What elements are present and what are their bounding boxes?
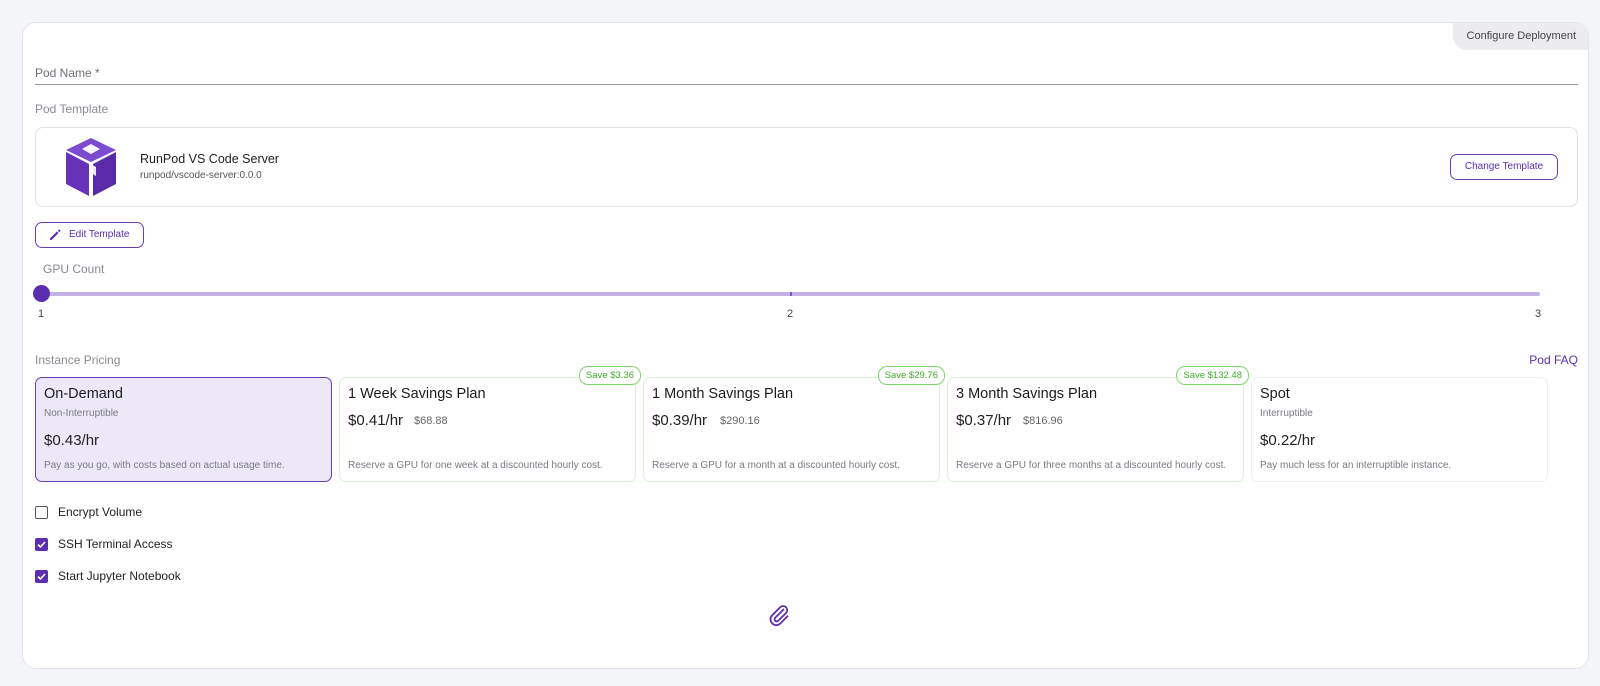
- jupyter-notebook-label: Start Jupyter Notebook: [58, 569, 181, 583]
- edit-template-label: Edit Template: [69, 229, 130, 240]
- plan-price: $0.41/hr: [348, 412, 404, 429]
- plan-total: $290.16: [720, 415, 760, 427]
- pod-template-label: Pod Template: [35, 102, 109, 116]
- encrypt-volume-checkbox[interactable]: [35, 506, 48, 519]
- plan-title: On-Demand: [44, 386, 123, 402]
- encrypt-volume-label: Encrypt Volume: [58, 505, 143, 519]
- ssh-terminal-checkbox[interactable]: [35, 538, 48, 551]
- check-icon: [37, 541, 46, 549]
- template-image: runpod/vscode-server:0.0.0: [140, 170, 262, 181]
- plan-title: Spot: [1260, 386, 1290, 402]
- ssh-terminal-label: SSH Terminal Access: [58, 537, 173, 551]
- plan-description: Pay as you go, with costs based on actua…: [44, 460, 285, 471]
- plan-price: $0.37/hr: [956, 412, 1012, 429]
- save-badge: Save $29.76: [877, 366, 945, 385]
- plan-subtitle: Interruptible: [1260, 408, 1313, 419]
- slider-tick-2: 2: [787, 308, 794, 320]
- deploy-card: Configure Deployment Pod Name * Pod Temp…: [22, 22, 1589, 669]
- instance-pricing-label: Instance Pricing: [35, 353, 121, 367]
- gpu-count-label: GPU Count: [43, 262, 105, 276]
- plan-spot[interactable]: Spot Interruptible $0.22/hr Pay much les…: [1251, 377, 1548, 482]
- check-icon: [37, 573, 46, 581]
- slider-tick-1: 1: [38, 308, 45, 320]
- change-template-button[interactable]: Change Template: [1450, 154, 1558, 180]
- plan-description: Reserve a GPU for three months at a disc…: [956, 460, 1227, 471]
- pencil-icon: [50, 229, 61, 240]
- jupyter-notebook-checkbox[interactable]: [35, 570, 48, 583]
- plan-on-demand[interactable]: On-Demand Non-Interruptible $0.43/hr Pay…: [35, 377, 332, 482]
- plan-price: $0.39/hr: [652, 412, 708, 429]
- configure-deployment-tab[interactable]: Configure Deployment: [1452, 23, 1588, 50]
- plan-title: 1 Week Savings Plan: [348, 386, 486, 402]
- plan-total: $816.96: [1023, 415, 1063, 427]
- plan-subtitle: Non-Interruptible: [44, 408, 119, 419]
- paperclip-icon[interactable]: [767, 603, 791, 627]
- plan-price: $0.43/hr: [44, 432, 100, 449]
- slider-step-mark: [790, 292, 792, 296]
- plan-description: Pay much less for an interruptible insta…: [1260, 460, 1452, 471]
- save-badge: Save $3.36: [578, 366, 641, 385]
- cube-icon: [66, 138, 116, 196]
- plan-description: Reserve a GPU for one week at a discount…: [348, 460, 603, 471]
- plan-total: $68.88: [414, 415, 448, 427]
- plan-1-week[interactable]: Save $3.36 1 Week Savings Plan $0.41/hr …: [339, 366, 641, 482]
- pod-faq-link[interactable]: Pod FAQ: [1529, 353, 1578, 367]
- plan-1-month[interactable]: Save $29.76 1 Month Savings Plan $0.39/h…: [643, 366, 945, 482]
- plan-title: 3 Month Savings Plan: [956, 386, 1098, 402]
- edit-template-button[interactable]: Edit Template: [35, 222, 144, 248]
- plan-3-month[interactable]: Save $132.48 3 Month Savings Plan $0.37/…: [947, 366, 1249, 482]
- plan-title: 1 Month Savings Plan: [652, 386, 794, 402]
- pod-name-label: Pod Name *: [35, 66, 100, 80]
- pod-name-input[interactable]: [35, 84, 1578, 85]
- gpu-count-slider-thumb[interactable]: [33, 285, 50, 302]
- slider-tick-3: 3: [1535, 308, 1542, 320]
- plan-description: Reserve a GPU for a month at a discounte…: [652, 460, 900, 471]
- template-card: RunPod VS Code Server runpod/vscode-serv…: [35, 127, 1578, 207]
- plan-price: $0.22/hr: [1260, 432, 1316, 449]
- save-badge: Save $132.48: [1176, 366, 1249, 385]
- template-name: RunPod VS Code Server: [140, 152, 279, 166]
